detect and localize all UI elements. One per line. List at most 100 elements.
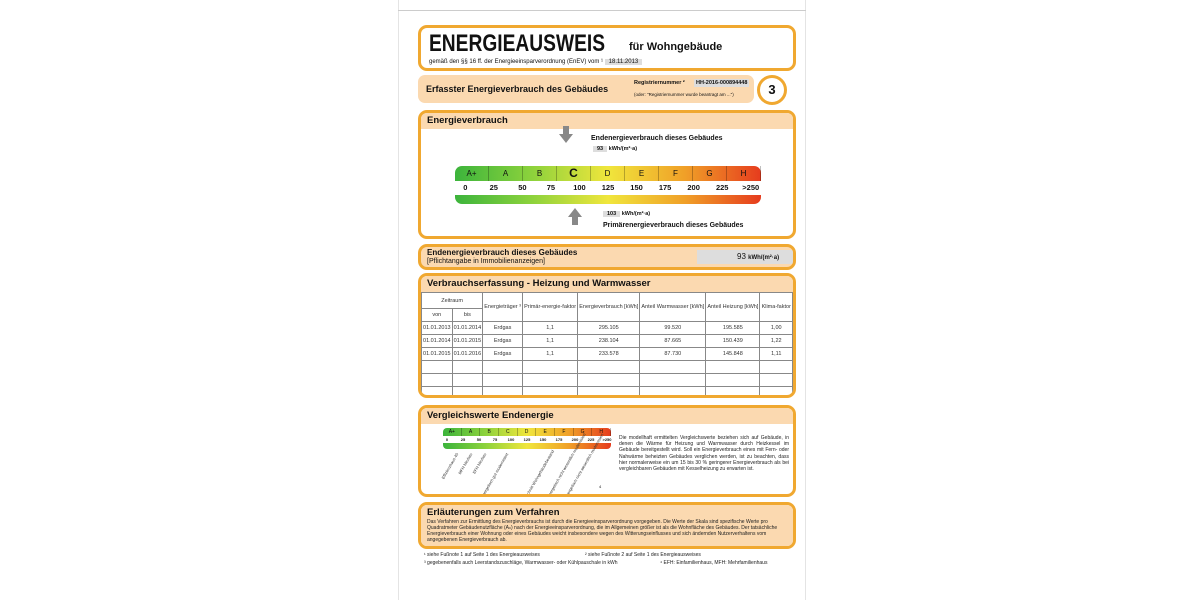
table-row [421, 360, 793, 374]
table-cell [421, 386, 453, 395]
table-cell [639, 386, 707, 395]
tick: >250 [602, 437, 612, 442]
table-cell: 01.01.2013 [421, 321, 453, 335]
vergleich-text: Die modellhaft ermittelten Vergleichswer… [619, 435, 789, 473]
class-label-current: C [557, 166, 591, 181]
page-number: 3 [757, 75, 787, 105]
law-text: gemäß den §§ 16 ff. der Energieeinsparve… [429, 59, 603, 65]
table-cell: 01.01.2015 [451, 334, 484, 348]
table-cell: 238.104 [577, 334, 641, 348]
class-label: E [536, 428, 556, 436]
table-cell: 295.105 [577, 321, 641, 335]
table-row [421, 373, 793, 387]
tick: 50 [518, 183, 527, 192]
tick: 175 [658, 183, 672, 192]
table-row: 01.01.2013 01.01.2014 Erdgas 1,1 295.105 99.5… [421, 321, 793, 335]
reg-value: HH-2016-000894448 [694, 79, 750, 87]
table-cell [421, 360, 453, 374]
vergleich-box: Vergleichswerte Endenergie A+ A B C D E F G H 0 2… [418, 405, 796, 497]
th-bis: bis [451, 308, 484, 322]
th-von: von [421, 308, 453, 322]
table-cell: 150.439 [705, 334, 761, 348]
table-cell [482, 373, 524, 387]
comparison-ticks: 0 25 50 75 100 125 150 175 200 225 >250 [439, 437, 615, 442]
reference-label: Effizienzhaus 40 [440, 452, 460, 480]
table-cell [759, 360, 793, 374]
tick: 75 [492, 437, 498, 442]
table-cell [451, 360, 484, 374]
table-cell [482, 360, 524, 374]
footnote-mark: 4 [599, 484, 602, 489]
arrow-up-stem [572, 217, 578, 225]
table-cell: 233.578 [577, 347, 641, 361]
tick: 200 [687, 183, 700, 192]
table-cell: 87.665 [639, 334, 707, 348]
table-cell [482, 386, 524, 395]
class-label: D [591, 166, 625, 181]
end-unit: kWh/(m²·a) [608, 146, 638, 152]
energy-class-scale: A+ A B C D E F G H [455, 166, 761, 181]
arrow-up-icon [568, 208, 582, 217]
table-cell: 01.01.2015 [421, 347, 453, 361]
table-cell: 01.01.2014 [421, 334, 453, 348]
table-cell [522, 373, 579, 387]
table-cell [577, 386, 641, 395]
tick: 100 [573, 183, 586, 192]
table-cell: 1,1 [522, 321, 579, 335]
pflicht-value: 93 [737, 252, 746, 261]
pflicht-unit: kWh/(m²·a) [748, 255, 780, 261]
table-cell [639, 360, 707, 374]
reg-label: Registriernummer ² [634, 80, 685, 86]
arrow-down-stem [563, 126, 569, 135]
tick: 50 [476, 437, 482, 442]
class-label: B [480, 428, 500, 436]
end-value: 93 [593, 146, 608, 152]
table-row: 01.01.2014 01.01.2015 Erdgas 1,1 238.104 87.6… [421, 334, 793, 348]
table-cell [522, 360, 579, 374]
th-heizung: Anteil Heizung [kWh] [705, 292, 761, 322]
table-cell: 01.01.2016 [451, 347, 484, 361]
tick: 225 [587, 437, 595, 442]
table-cell: 1,11 [759, 347, 793, 361]
table-cell: 195.585 [705, 321, 761, 335]
table-cell [421, 373, 453, 387]
footnote-1: ¹ siehe Fußnote 1 auf Seite 1 des Energi… [424, 552, 540, 558]
tick: 0 [445, 437, 449, 442]
section-header: Vergleichswerte Endenergie [421, 408, 793, 424]
tick: 150 [630, 183, 643, 192]
pflicht-note: [Pflichtangabe in Immobilienanzeigen] [427, 258, 545, 265]
table-row [421, 386, 793, 395]
section-title: Erfasster Energieverbrauch des Gebäudes [426, 84, 609, 94]
th-traeger: Energieträger ³ [482, 292, 524, 322]
consumption-table: Zeitraum Energieträger ³ Primär-energie-fa… [421, 292, 793, 395]
table-cell: Erdgas [482, 334, 524, 348]
table-cell [705, 360, 761, 374]
table-cell [451, 373, 484, 387]
class-label: G [693, 166, 727, 181]
tick: 0 [463, 183, 468, 192]
tick: 200 [571, 437, 579, 442]
table-cell: 1,00 [759, 321, 793, 335]
scale-ticks: 0 25 50 75 100 125 150 175 200 225 >250 [451, 183, 765, 192]
pflicht-title: Endenergieverbrauch dieses Gebäudes [427, 248, 578, 257]
table-cell [705, 386, 761, 395]
table-cell: 99.520 [639, 321, 707, 335]
table-cell: Erdgas [482, 347, 524, 361]
pflicht-box: Endenergieverbrauch dieses Gebäudes [Pfl… [418, 244, 796, 270]
divider [398, 10, 806, 11]
class-label: H [592, 428, 612, 436]
table-row: 01.01.2015 01.01.2016 Erdgas 1,1 233.578 87.7… [421, 347, 793, 361]
reg-note: (oder: "Registriernummer wurde beantragt… [634, 92, 734, 97]
comparison-bottom-bar [443, 443, 611, 449]
erlaeuterung-text: Das Verfahren zur Ermittlung des Energie… [421, 519, 793, 546]
table-cell [705, 373, 761, 387]
class-label: B [523, 166, 557, 181]
th-warmwasser: Anteil Warmwasser [kWh] [639, 292, 707, 322]
document-title: ENERGIEAUSWEIS [429, 30, 606, 57]
table-cell: Erdgas [482, 321, 524, 335]
table-cell: 1,1 [522, 334, 579, 348]
section-bar: Erfasster Energieverbrauch des Gebäudes … [418, 75, 754, 103]
tick: 75 [546, 183, 556, 192]
table-cell [759, 386, 793, 395]
document-subtitle: für Wohngebäude [629, 41, 723, 53]
